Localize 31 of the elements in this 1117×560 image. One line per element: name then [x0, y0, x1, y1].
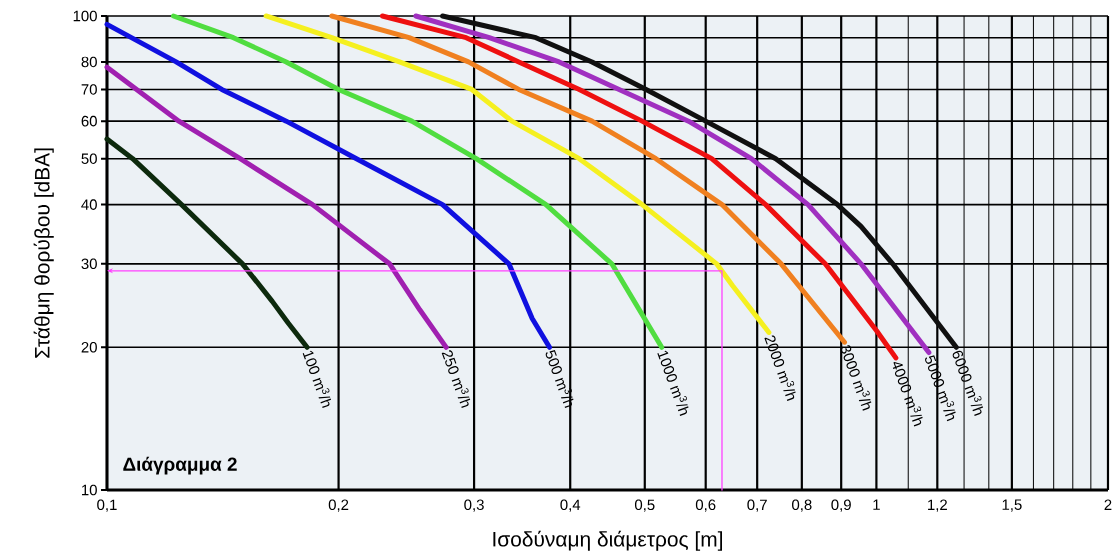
- x-tick-label: 0,5: [634, 499, 655, 512]
- x-tick-label: 0,6: [695, 499, 716, 512]
- y-tick-label: 20: [81, 342, 97, 353]
- x-tick-label: 0,3: [464, 499, 484, 512]
- text: 1000 m$^{3}$/h: [657, 350, 689, 416]
- x-tick-label: 0,8: [792, 499, 812, 512]
- y-tick-label: 30: [81, 258, 97, 270]
- text: 250 m$^{3}$/h: [441, 350, 471, 409]
- text: 2000 m$^{3}$/h: [764, 335, 796, 402]
- y-tick-label: 10: [82, 484, 97, 496]
- x-tick-label: 1,5: [1002, 499, 1022, 512]
- text: 4000 m$^{3}$/h: [892, 362, 923, 427]
- y-tick-label: 70: [81, 84, 97, 95]
- x-axis-title: Ισοδύναμη διάμετρος [m]: [493, 530, 722, 551]
- x-tick-label: 0,9: [831, 499, 851, 512]
- x-tick-label: 0,7: [747, 499, 767, 512]
- y-tick-label: 50: [81, 153, 97, 164]
- y-tick-label: 40: [81, 199, 97, 210]
- x-tick-label: 0,4: [560, 499, 581, 512]
- x-tick-label: 1,2: [928, 499, 947, 512]
- y-axis-title: Στάθμη θορύβου [dBA]: [33, 148, 54, 358]
- y-tick-label: 80: [81, 56, 97, 68]
- x-tick-label: 0,2: [328, 499, 349, 512]
- x-tick-label: 2: [1104, 499, 1112, 510]
- text: 100 m$^{3}$/h: [302, 350, 332, 409]
- text: 3000 m$^{3}$/h: [840, 345, 872, 411]
- y-tick-label: 60: [81, 115, 97, 127]
- annotation: Διάγραμμα 2: [123, 456, 237, 475]
- x-tick-label: 0,1: [97, 499, 117, 512]
- x-tick-label: 1: [873, 499, 880, 510]
- y-tick-label: 100: [73, 10, 97, 22]
